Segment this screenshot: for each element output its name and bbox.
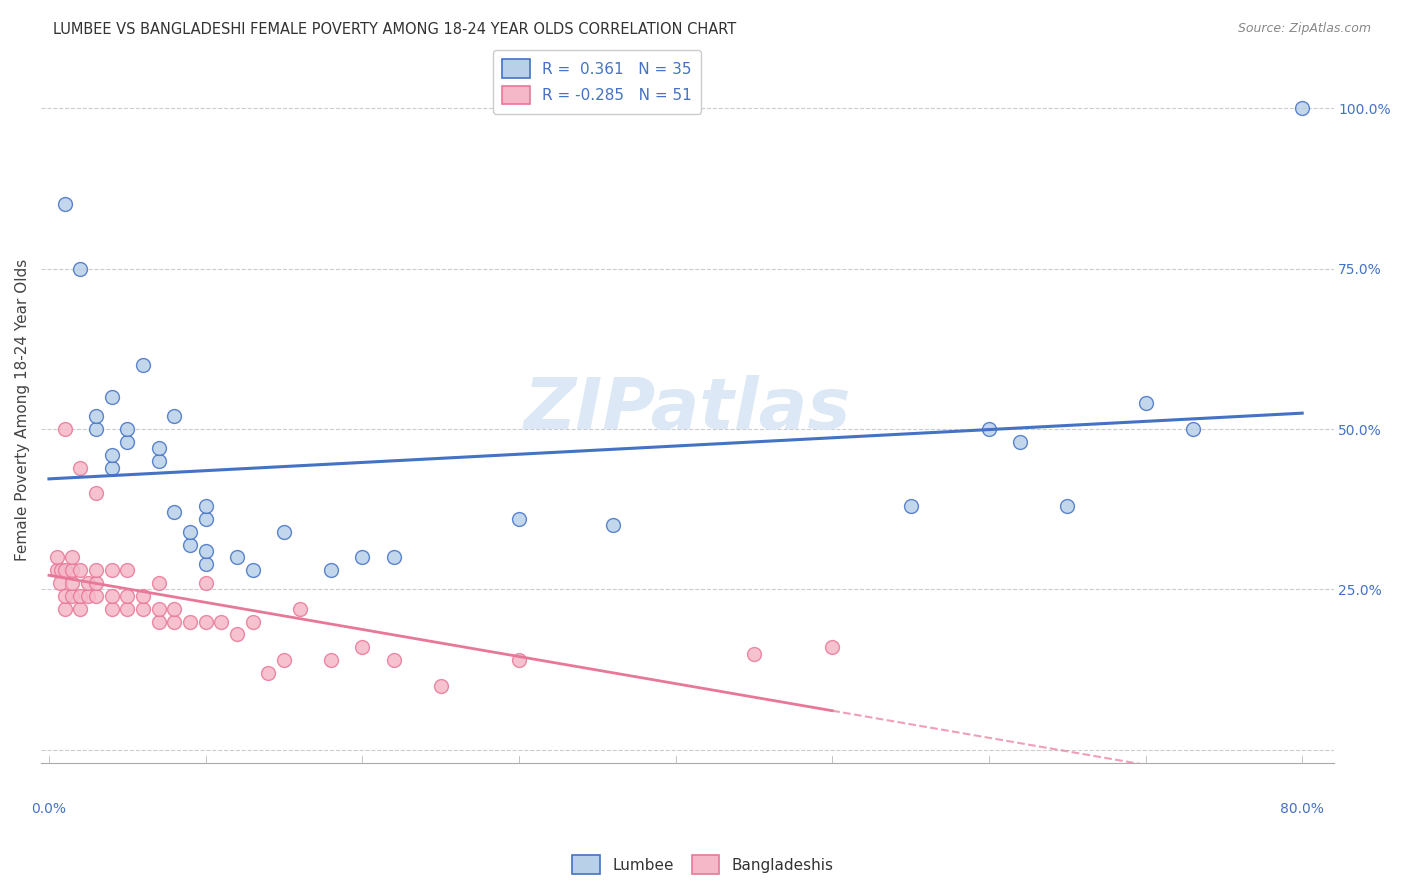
Point: [977, 422, 1000, 436]
Point: [1181, 422, 1204, 436]
Text: Source: ZipAtlas.com: Source: ZipAtlas.com: [1237, 22, 1371, 36]
Point: [319, 563, 342, 577]
Point: [288, 601, 311, 615]
Point: [148, 601, 170, 615]
Point: [45, 550, 67, 565]
Point: [84, 563, 107, 577]
Point: [100, 390, 122, 404]
Point: [1291, 101, 1313, 115]
Point: [148, 615, 170, 629]
Point: [742, 647, 765, 661]
Point: [69, 261, 91, 276]
Point: [53, 197, 76, 211]
Point: [84, 422, 107, 436]
Point: [84, 576, 107, 591]
Point: [53, 422, 76, 436]
Point: [194, 576, 217, 591]
Legend: Lumbee, Bangladeshis: Lumbee, Bangladeshis: [567, 849, 839, 880]
Point: [382, 653, 405, 667]
Point: [209, 615, 232, 629]
Point: [51, 563, 73, 577]
Point: [148, 442, 170, 456]
Point: [179, 524, 201, 539]
Y-axis label: Female Poverty Among 18-24 Year Olds: Female Poverty Among 18-24 Year Olds: [15, 259, 30, 561]
Point: [100, 460, 122, 475]
Point: [100, 563, 122, 577]
Point: [69, 460, 91, 475]
Point: [257, 665, 280, 680]
Point: [352, 550, 374, 565]
Point: [117, 589, 139, 603]
Point: [429, 679, 451, 693]
Point: [69, 589, 91, 603]
Point: [69, 601, 91, 615]
Point: [62, 563, 84, 577]
Point: [117, 601, 139, 615]
Point: [53, 589, 76, 603]
Point: [84, 409, 107, 424]
Point: [1010, 434, 1032, 449]
Point: [53, 563, 76, 577]
Point: [117, 422, 139, 436]
Point: [194, 615, 217, 629]
Point: [148, 576, 170, 591]
Point: [100, 601, 122, 615]
Point: [382, 550, 405, 565]
Point: [62, 589, 84, 603]
Point: [194, 544, 217, 558]
Point: [179, 615, 201, 629]
Point: [77, 576, 100, 591]
Point: [100, 589, 122, 603]
Point: [900, 499, 922, 513]
Legend: R =  0.361   N = 35, R = -0.285   N = 51: R = 0.361 N = 35, R = -0.285 N = 51: [494, 50, 700, 113]
Point: [132, 589, 155, 603]
Point: [132, 601, 155, 615]
Point: [62, 550, 84, 565]
Point: [62, 576, 84, 591]
Point: [69, 563, 91, 577]
Point: [226, 627, 249, 641]
Point: [148, 454, 170, 468]
Point: [602, 518, 624, 533]
Point: [84, 589, 107, 603]
Point: [100, 448, 122, 462]
Point: [49, 576, 72, 591]
Text: 0.0%: 0.0%: [31, 802, 66, 815]
Point: [163, 506, 186, 520]
Point: [273, 653, 295, 667]
Point: [319, 653, 342, 667]
Point: [163, 409, 186, 424]
Point: [45, 563, 67, 577]
Text: LUMBEE VS BANGLADESHI FEMALE POVERTY AMONG 18-24 YEAR OLDS CORRELATION CHART: LUMBEE VS BANGLADESHI FEMALE POVERTY AMO…: [53, 22, 737, 37]
Point: [163, 615, 186, 629]
Point: [194, 512, 217, 526]
Point: [179, 537, 201, 551]
Point: [132, 358, 155, 372]
Point: [53, 601, 76, 615]
Point: [821, 640, 844, 655]
Text: ZIPatlas: ZIPatlas: [523, 376, 851, 444]
Point: [117, 563, 139, 577]
Point: [84, 486, 107, 500]
Point: [117, 434, 139, 449]
Point: [77, 589, 100, 603]
Point: [508, 653, 530, 667]
Point: [194, 499, 217, 513]
Point: [163, 601, 186, 615]
Point: [1135, 396, 1157, 410]
Point: [1056, 499, 1078, 513]
Point: [226, 550, 249, 565]
Point: [242, 563, 264, 577]
Point: [194, 557, 217, 571]
Text: 80.0%: 80.0%: [1281, 802, 1324, 815]
Point: [273, 524, 295, 539]
Point: [508, 512, 530, 526]
Point: [352, 640, 374, 655]
Point: [242, 615, 264, 629]
